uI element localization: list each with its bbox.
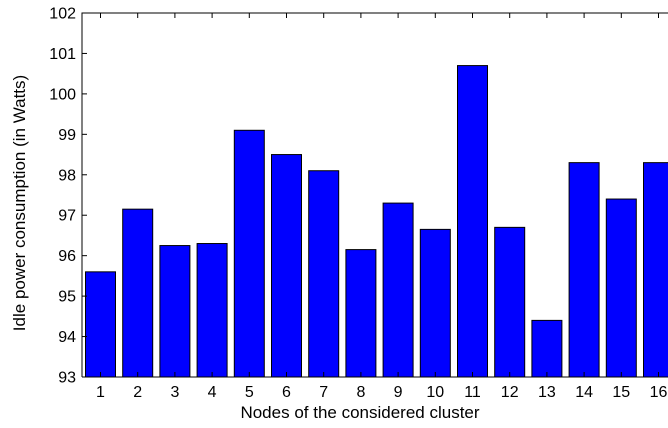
bar-node-3: [159, 245, 191, 378]
y-tick-label: 96: [58, 248, 76, 265]
bar-node-13: [531, 319, 563, 378]
bar-node-12: [494, 226, 526, 378]
bar-node-16: [643, 162, 668, 378]
x-tick-label: 15: [612, 384, 630, 401]
x-tick-label: 1: [96, 384, 105, 401]
y-tick-label: 93: [58, 370, 76, 387]
x-tick-labels: 1 2 3 4 5 6 7 8 9 10 11 12 13 14 15 16: [96, 384, 667, 401]
bar-node-5: [233, 129, 265, 378]
y-tick-label: 102: [49, 6, 76, 23]
bar-node-11: [457, 65, 488, 378]
x-tick-label: 8: [356, 384, 365, 401]
x-tick-label: 2: [133, 384, 142, 401]
x-tick-label: 12: [501, 384, 519, 401]
y-tick-label: 98: [58, 167, 76, 184]
y-tick-label: 99: [58, 127, 76, 144]
x-tick-label: 6: [282, 384, 291, 401]
y-tick-label: 97: [58, 208, 76, 225]
y-axis-label: Idle power consumption (in Watts): [10, 75, 29, 331]
x-tick-label: 9: [394, 384, 403, 401]
bar-node-7: [308, 170, 340, 378]
y-tick-labels: 93 94 95 96 97 98 99 100 101 102: [49, 6, 76, 387]
y-tick-label: 94: [58, 329, 76, 346]
bar-node-10: [419, 228, 451, 378]
x-tick-label: 4: [208, 384, 217, 401]
bar-node-8: [345, 249, 377, 378]
x-tick-label: 13: [538, 384, 556, 401]
y-tick-label: 101: [49, 46, 76, 63]
bar-node-14: [568, 162, 600, 378]
x-tick-label: 3: [170, 384, 179, 401]
bar-node-1: [85, 271, 116, 378]
axes-group: [81, 12, 668, 378]
x-tick-label: 5: [245, 384, 254, 401]
x-tick-label: 11: [464, 384, 481, 401]
bar-node-2: [122, 208, 154, 378]
bar-node-6: [271, 154, 302, 378]
x-axis-label: Nodes of the considered cluster: [240, 403, 479, 422]
x-tick-label: 14: [575, 384, 593, 401]
y-tick-label: 95: [58, 289, 76, 306]
x-tick-label: 7: [319, 384, 328, 401]
x-tick-label: 16: [650, 384, 668, 401]
bars-group: [85, 65, 668, 378]
x-tick-label: 10: [426, 384, 444, 401]
bar-node-15: [605, 198, 637, 378]
y-tick-label: 100: [49, 86, 76, 103]
bar-node-9: [382, 202, 414, 378]
bar-node-4: [196, 243, 228, 378]
